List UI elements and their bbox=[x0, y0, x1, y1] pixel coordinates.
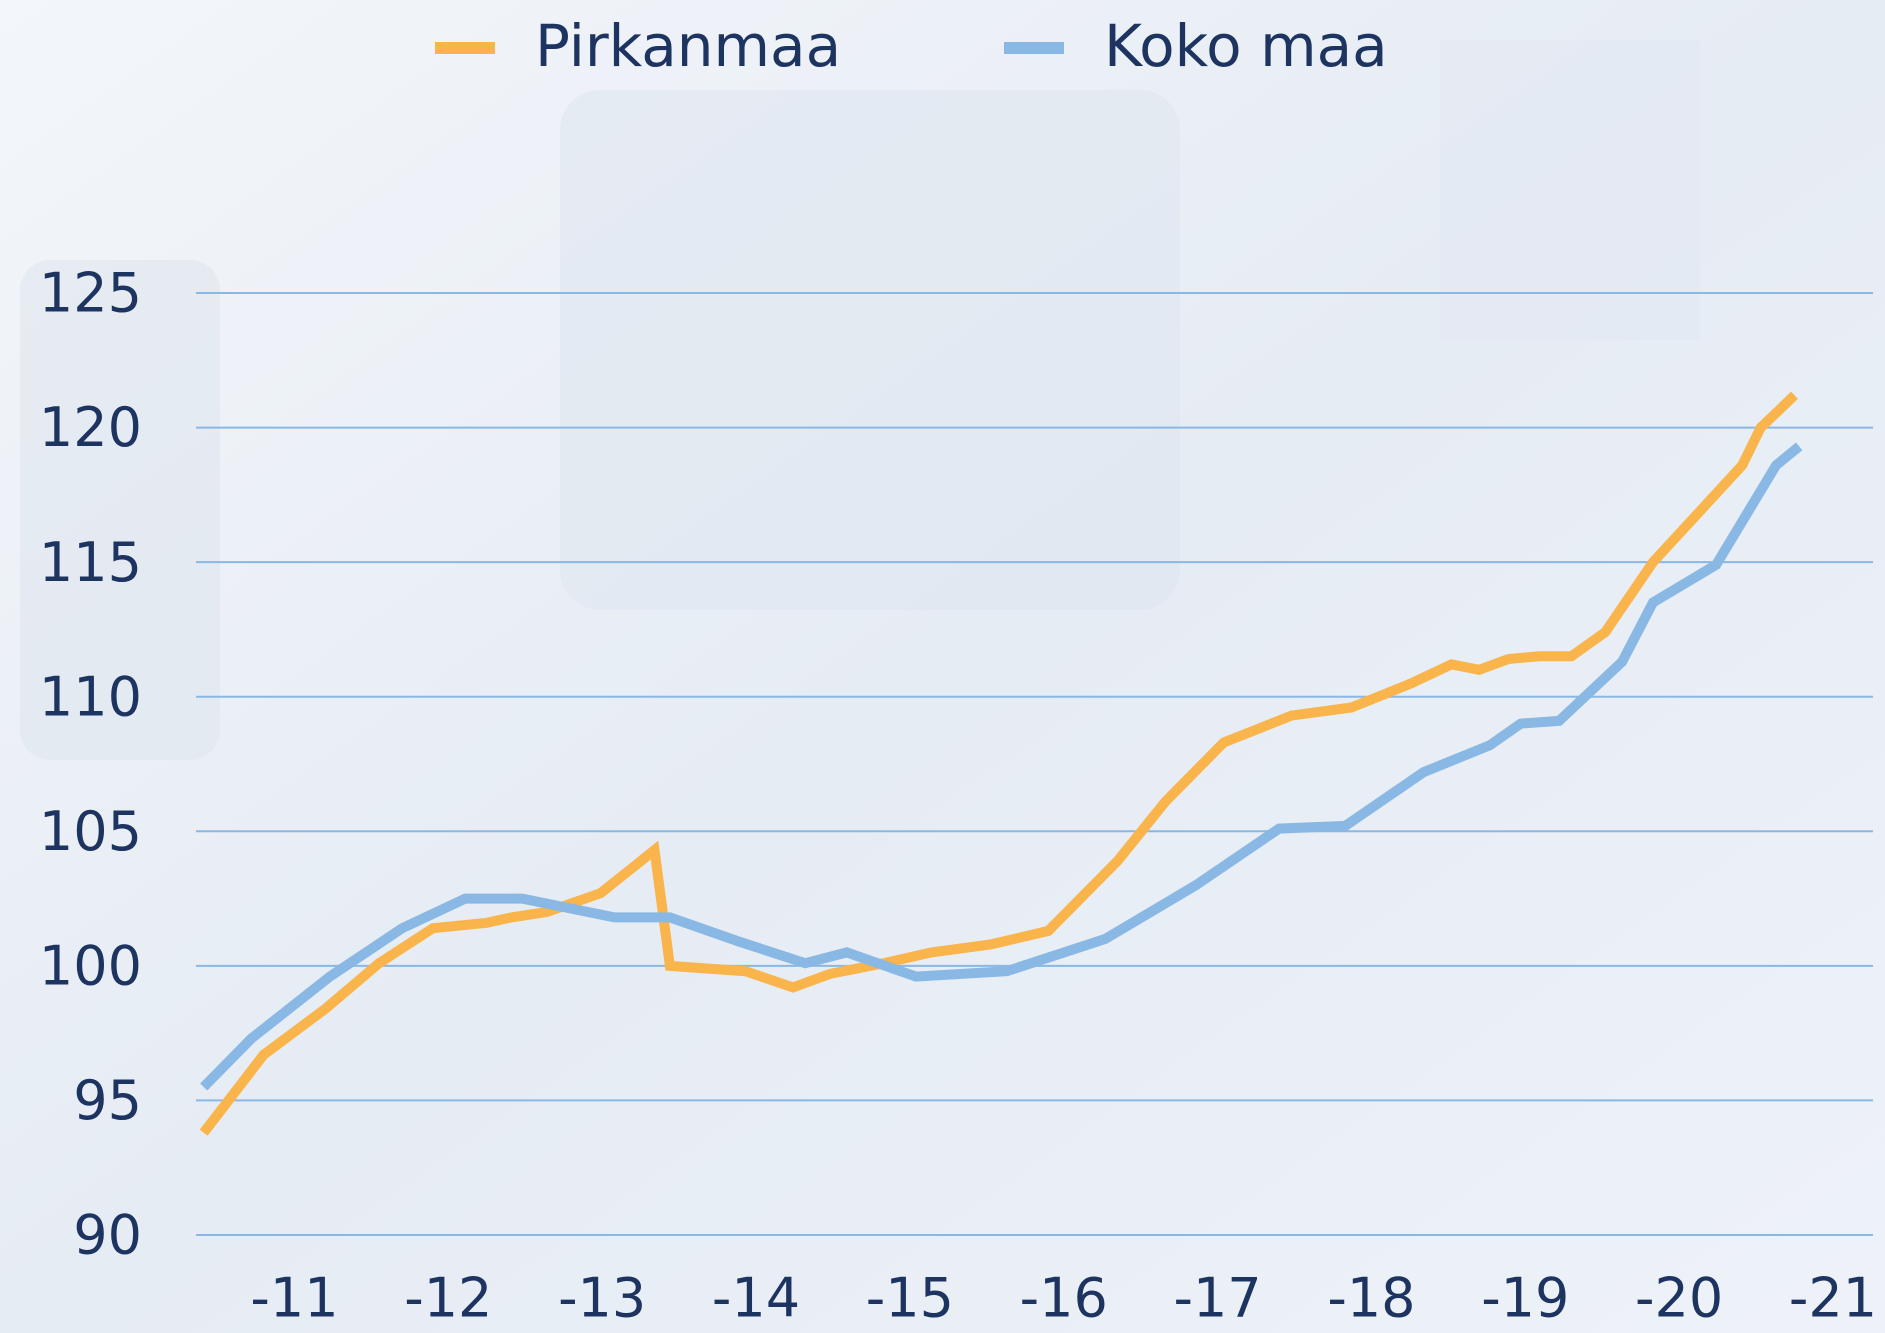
background-shape bbox=[560, 90, 1180, 610]
y-tick-label: 115 bbox=[39, 531, 142, 594]
background-shape bbox=[1440, 40, 1700, 340]
y-tick-label: 95 bbox=[73, 1069, 142, 1132]
x-tick-label: -15 bbox=[866, 1267, 954, 1330]
x-tick-label: -19 bbox=[1481, 1267, 1569, 1330]
y-tick-label: 125 bbox=[39, 262, 142, 325]
y-tick-label: 90 bbox=[73, 1204, 142, 1267]
legend-label: Pirkanmaa bbox=[535, 12, 841, 80]
x-tick-label: -14 bbox=[712, 1267, 800, 1330]
x-tick-label: -18 bbox=[1327, 1267, 1415, 1330]
x-tick-label: -12 bbox=[404, 1267, 492, 1330]
x-tick-label: -21 bbox=[1789, 1267, 1877, 1330]
chart: 90 95 100 105 110 115 120 125 -11 -12 -13 -14 -15 -16… bbox=[0, 0, 1885, 1333]
x-tick-label: -16 bbox=[1020, 1267, 1108, 1330]
x-tick-label: -20 bbox=[1635, 1267, 1723, 1330]
x-tick-label: -17 bbox=[1173, 1267, 1261, 1330]
x-tick-label: -13 bbox=[558, 1267, 646, 1330]
y-tick-label: 105 bbox=[39, 800, 142, 863]
y-tick-label: 110 bbox=[39, 665, 142, 728]
y-tick-label: 100 bbox=[39, 934, 142, 997]
y-tick-label: 120 bbox=[39, 396, 142, 459]
legend-label: Koko maa bbox=[1104, 12, 1388, 80]
x-tick-label: -11 bbox=[250, 1267, 338, 1330]
